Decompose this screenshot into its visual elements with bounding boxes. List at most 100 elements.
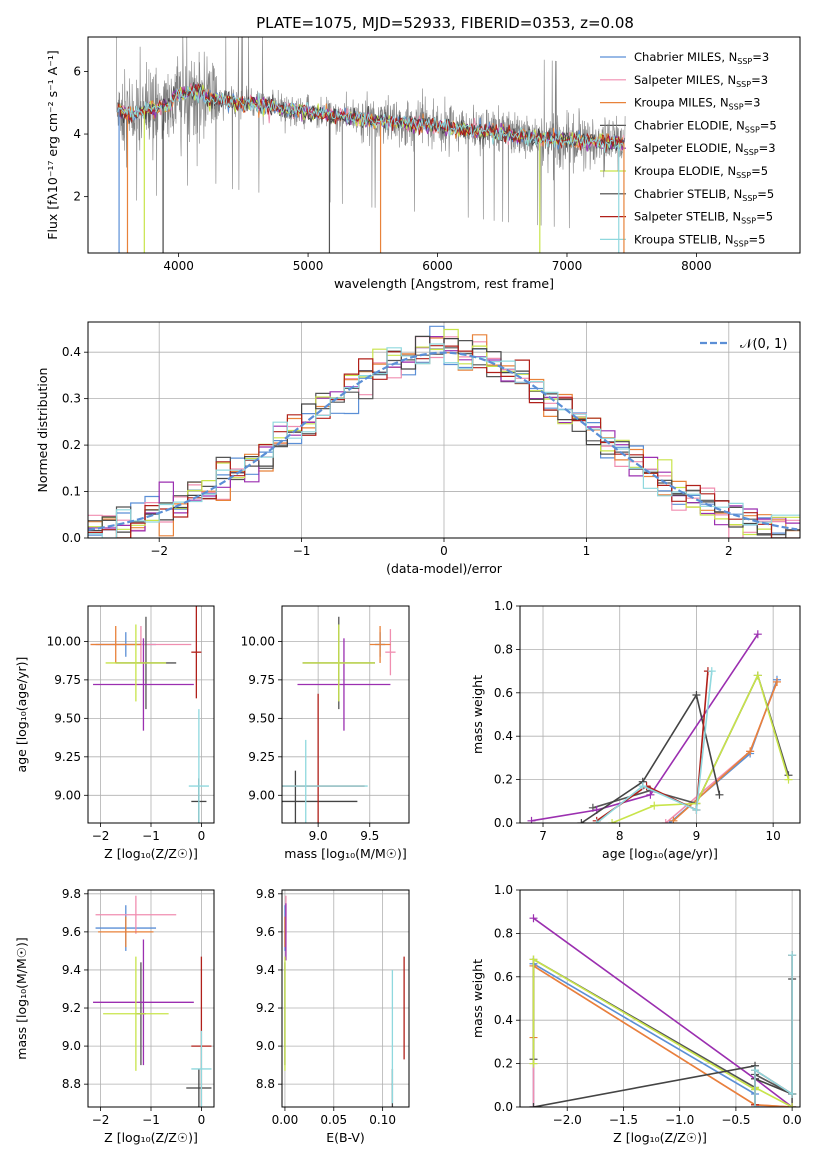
axes-frame: [87, 36, 801, 254]
plot-area: [116, 37, 626, 253]
x-tick-label: 4000: [163, 259, 194, 273]
x-tick-label: 8000: [681, 259, 712, 273]
plot-area: [90, 606, 209, 823]
x-tick-label: −1.5: [609, 1113, 638, 1127]
weight-marker: [661, 819, 670, 823]
plot-area: [88, 325, 800, 538]
y-tick-label: 9.8: [256, 887, 275, 901]
model-spectrum-8: [117, 85, 624, 153]
x-tick-label: 0.0: [783, 1113, 802, 1127]
axes-frame: [281, 605, 410, 824]
y-tick-label: 8.8: [62, 1077, 81, 1091]
x-axis-label: Z [log₁₀(Z/Z☉)]: [613, 1130, 707, 1145]
axes-frame: [519, 605, 801, 824]
weight-marker: [753, 630, 762, 639]
weight-marker: [784, 775, 793, 784]
y-axis-label: Flux [fλ10⁻¹⁷ erg cm⁻² s⁻¹ A⁻¹]: [45, 50, 60, 239]
weight-marker: [577, 819, 586, 823]
weight-marker: [746, 747, 755, 756]
weight-marker: [751, 1103, 760, 1107]
y-tick-label: 0.2: [62, 438, 81, 452]
histogram-8: [88, 343, 800, 538]
panel-residuals: −2 −1 0 1 2 0.0 0.1 0.2 0.3 0.4 (data-model)/error…: [35, 321, 801, 576]
y-tick-label: 9.00: [54, 788, 81, 802]
x-axis-label: (data-model)/error: [386, 561, 503, 576]
x-tick-label: −2: [150, 544, 168, 558]
y-tick-label: 9.75: [248, 673, 275, 687]
weight-marker: [527, 816, 536, 823]
weight-marker: [646, 790, 655, 799]
y-tick-label: 0.8: [494, 642, 513, 656]
y-axis-label: Normed distribution: [35, 368, 50, 493]
x-tick-label: −1: [142, 1113, 160, 1127]
y-tick-label: 10.00: [241, 634, 275, 648]
legend-entry: Salpeter MILES, NSSP=3: [634, 73, 768, 89]
y-tick-label: 2: [73, 190, 81, 204]
x-tick-label: 10: [766, 829, 781, 843]
x-tick-label: −2: [92, 1113, 110, 1127]
y-axis-label: mass [log₁₀(M/M☉)]: [14, 937, 29, 1059]
weight-marker: [751, 1066, 760, 1075]
legend-entry: Chabrier MILES, NSSP=3: [634, 50, 769, 66]
x-tick-label: 1: [583, 544, 591, 558]
x-axis-label: Z [log₁₀(Z/Z☉)]: [104, 846, 198, 861]
weight-line-8: [596, 671, 713, 823]
x-tick-label: 6000: [422, 259, 453, 273]
y-tick-label: 0.3: [62, 392, 81, 406]
weight-line-6: [580, 692, 721, 823]
y-tick-label: 9.50: [248, 711, 275, 725]
weight-marker: [592, 819, 601, 823]
weight-marker: [650, 801, 659, 810]
x-tick-label: 5000: [293, 259, 324, 273]
weight-marker: [753, 671, 762, 680]
y-tick-label: 0.2: [494, 1057, 513, 1071]
panel-weight_vs_Z: −2.0 −1.5 −1.0 −0.5 0.0 0.0 0.2 0.4 0.6 0.8 1.0 Z […: [470, 883, 802, 1145]
plot-area: [282, 616, 396, 823]
y-axis-label: age [log₁₀(age/yr)]: [14, 657, 29, 773]
x-tick-label: 0: [440, 544, 448, 558]
y-tick-label: 9.50: [54, 711, 81, 725]
y-tick-label: 9.4: [256, 963, 275, 977]
y-tick-label: 10.00: [47, 634, 81, 648]
x-tick-label: −1: [142, 829, 160, 843]
y-tick-label: 0.6: [494, 686, 513, 700]
y-tick-label: 4: [73, 127, 81, 141]
weight-marker: [715, 790, 724, 799]
weight-marker: [529, 1103, 538, 1107]
legend-entry: Kroupa ELODIE, NSSP=5: [634, 164, 768, 180]
y-tick-label: 9.00: [248, 788, 275, 802]
y-tick-label: 9.25: [248, 750, 275, 764]
y-tick-label: 9.4: [62, 963, 81, 977]
legend-entry: Salpeter STELIB, NSSP=5: [634, 210, 773, 226]
x-tick-label: 9.5: [360, 829, 379, 843]
x-tick-label: 0.05: [320, 1113, 347, 1127]
x-tick-label: −2: [92, 829, 110, 843]
weight-marker: [638, 782, 647, 791]
plot-area: [529, 914, 797, 1107]
y-axis-label: mass weight: [470, 675, 485, 754]
y-tick-label: 1.0: [494, 599, 513, 613]
weight-marker: [692, 690, 701, 699]
weight-marker: [788, 1089, 797, 1098]
x-axis-label: wavelength [Angstrom, rest frame]: [334, 276, 554, 291]
y-tick-label: 9.0: [62, 1039, 81, 1053]
x-tick-label: −0.5: [721, 1113, 750, 1127]
model-spectrum-7: [117, 82, 624, 153]
x-tick-label: 8: [616, 829, 624, 843]
legend-entry: Chabrier STELIB, NSSP=5: [634, 187, 774, 203]
panel-mass_vs_Z: −2 −1 0 8.8 9.0 9.2 9.4 9.6 9.8 Z [log₁₀(Z/Z☉)] ma…: [14, 887, 215, 1145]
y-tick-label: 9.2: [62, 1001, 81, 1015]
x-tick-label: 0: [198, 1113, 206, 1127]
x-axis-label: age [log₁₀(age/yr)]: [602, 846, 718, 861]
x-axis-label: mass [log₁₀(M/M☉)]: [284, 846, 406, 861]
x-axis-label: E(B-V): [326, 1130, 365, 1145]
x-tick-label: 2: [725, 544, 733, 558]
y-tick-label: 0.8: [494, 926, 513, 940]
y-tick-label: 0.6: [494, 970, 513, 984]
y-tick-label: 9.6: [256, 925, 275, 939]
weight-marker: [529, 914, 538, 923]
x-tick-label: 0.10: [369, 1113, 396, 1127]
axes-frame: [519, 889, 801, 1108]
panel-age_vs_mass: 9.0 9.5 9.00 9.25 9.50 9.75 10.00 mass [log₁₀(M…: [241, 605, 410, 861]
